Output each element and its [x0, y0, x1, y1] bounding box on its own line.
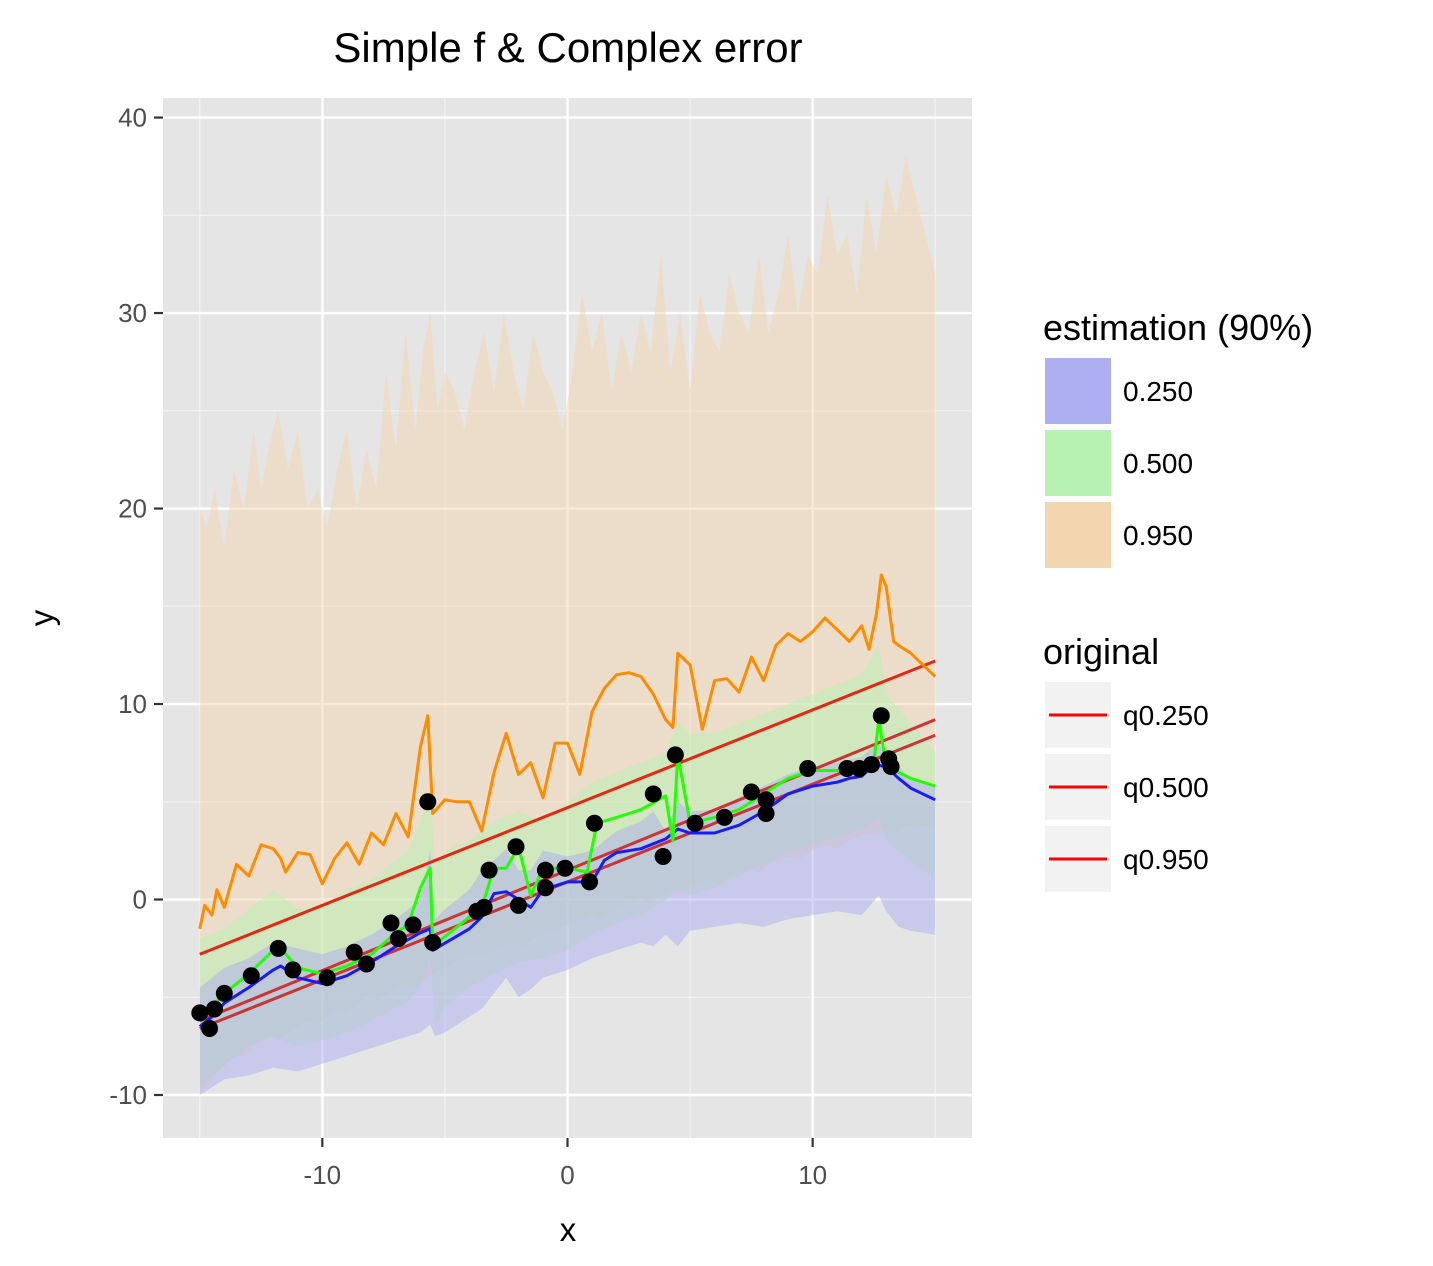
legend-label: q0.500: [1123, 772, 1209, 803]
data-point: [404, 916, 422, 934]
original-line-q0-950: [199, 659, 936, 956]
legend-label: 0.250: [1123, 376, 1193, 407]
data-point: [215, 984, 233, 1002]
legend-label: q0.950: [1123, 844, 1209, 875]
data-point: [872, 707, 890, 725]
x-tick-label: 0: [560, 1160, 574, 1190]
data-point: [357, 955, 375, 973]
estimation-line-0-950: [198, 573, 937, 930]
data-point: [838, 760, 856, 778]
data-point: [715, 808, 733, 826]
data-point: [644, 785, 662, 803]
data-point: [654, 847, 672, 865]
data-point: [757, 791, 775, 809]
data-point: [882, 758, 900, 776]
data-point: [419, 793, 437, 811]
x-axis: -10 0 10: [304, 1138, 827, 1190]
y-tick-label: -10: [109, 1080, 147, 1110]
data-point: [686, 814, 704, 832]
legend: estimation (90%) 0.250 0.500 0.950 original q…: [1043, 307, 1313, 892]
points-layer: [191, 707, 900, 1038]
data-point: [507, 838, 525, 856]
data-point: [585, 814, 603, 832]
y-tick-label: 20: [118, 494, 147, 524]
data-point: [757, 804, 775, 822]
y-tick-label: 0: [133, 885, 147, 915]
data-point: [509, 896, 527, 914]
x-axis-title: x: [560, 1211, 577, 1248]
data-point: [345, 943, 363, 961]
y-tick-label: 10: [118, 689, 147, 719]
legend-key-0-500: [1045, 430, 1111, 496]
data-point: [666, 746, 684, 764]
y-tick-label: 40: [118, 103, 147, 133]
data-point: [556, 859, 574, 877]
data-point: [536, 861, 554, 879]
bands-layer: [199, 156, 936, 1096]
data-point: [269, 939, 287, 957]
estimation-line-0-250: [198, 763, 936, 1028]
data-point: [389, 930, 407, 948]
data-point: [242, 967, 260, 985]
data-point: [382, 914, 400, 932]
x-tick-label: -10: [304, 1160, 342, 1190]
data-point: [862, 756, 880, 774]
legend-title: estimation (90%): [1043, 307, 1313, 348]
legend-label: 0.500: [1123, 448, 1193, 479]
chart-title: Simple f & Complex error: [333, 24, 802, 71]
legend-label: q0.250: [1123, 700, 1209, 731]
data-point: [536, 879, 554, 897]
data-point: [799, 760, 817, 778]
data-point: [581, 873, 599, 891]
data-point: [480, 861, 498, 879]
legend-label: 0.950: [1123, 520, 1193, 551]
data-point: [475, 898, 493, 916]
data-point: [191, 1004, 209, 1022]
data-point: [742, 783, 760, 801]
legend-title: original: [1043, 631, 1159, 672]
y-tick-label: 30: [118, 298, 147, 328]
data-point: [201, 1020, 219, 1038]
x-tick-label: 10: [798, 1160, 827, 1190]
y-axis: -10 0 10 20 30 40: [109, 103, 163, 1110]
legend-key-0-250: [1045, 358, 1111, 424]
data-point: [284, 961, 302, 979]
data-point: [424, 934, 442, 952]
y-axis-title: y: [23, 609, 60, 626]
legend-key-0-950: [1045, 502, 1111, 568]
band-0-250: [199, 743, 936, 1095]
data-point: [318, 969, 336, 987]
data-point: [205, 1000, 223, 1018]
